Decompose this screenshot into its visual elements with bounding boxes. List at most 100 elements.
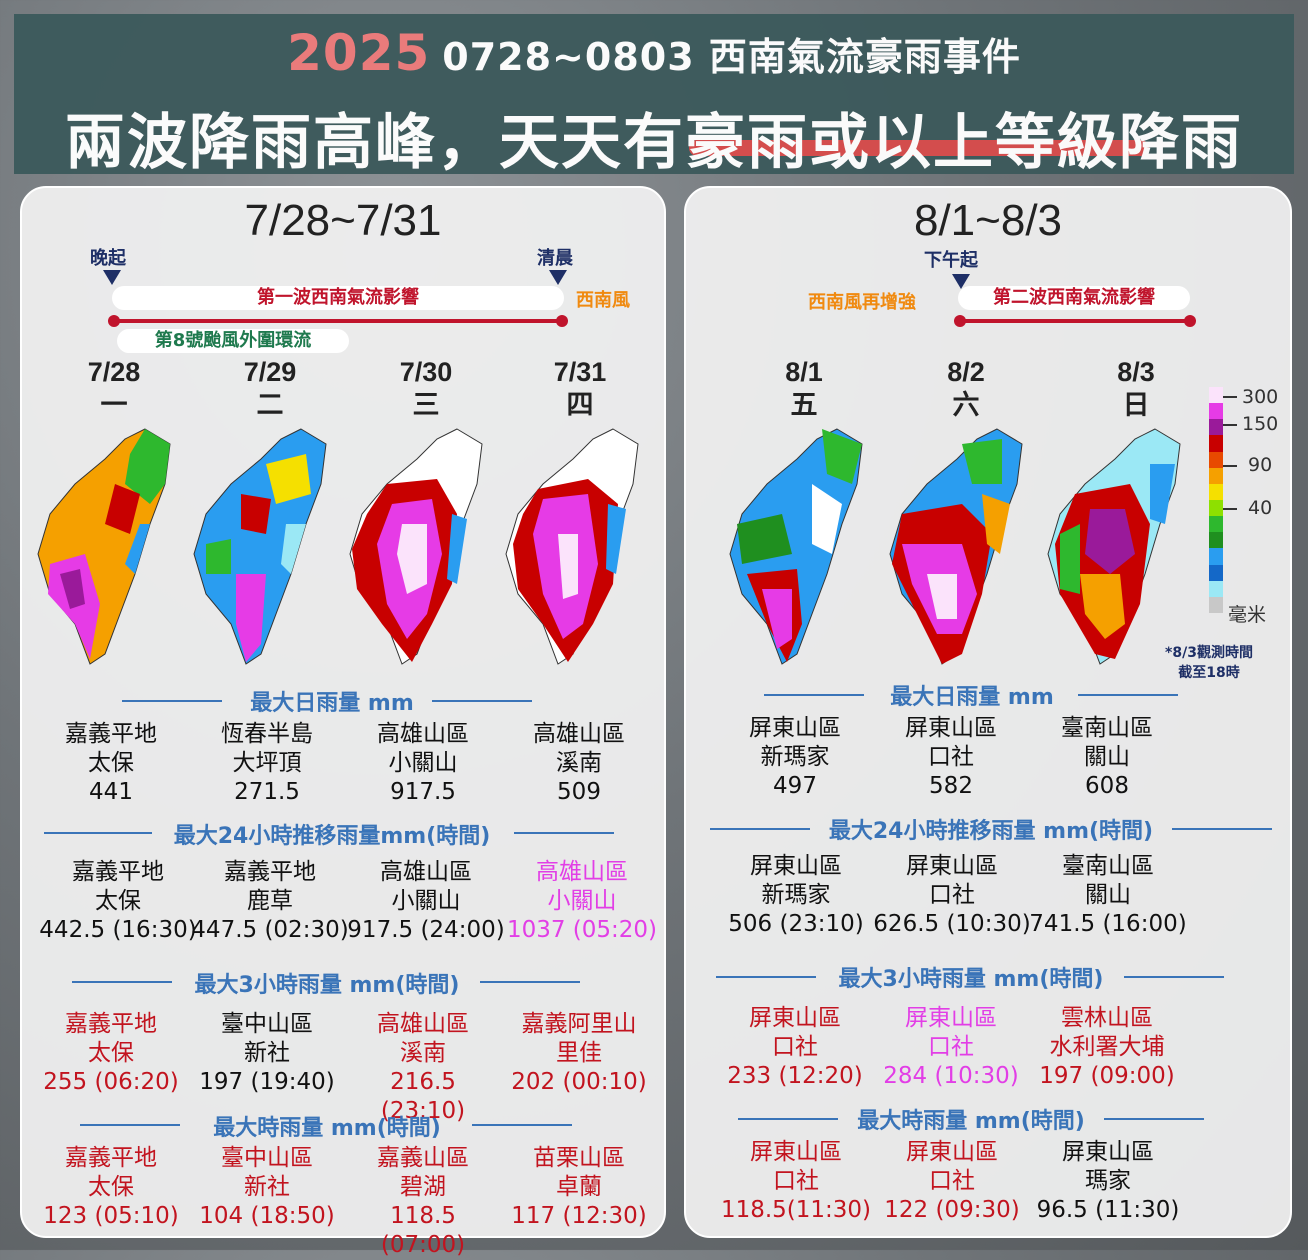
day-weekday: 三: [412, 390, 440, 420]
day-date: 8/3: [1117, 357, 1155, 387]
stat-cell: 苗栗山區 卓蘭 117 (12:30): [504, 1144, 654, 1231]
rain-value: 442.5 (16:30): [39, 917, 197, 943]
region-name: 臺南山區: [1061, 715, 1153, 741]
legend-color-swatch: [1209, 467, 1223, 484]
station-name: 瑪家: [1085, 1168, 1131, 1194]
region-name: 屏東山區: [905, 1005, 997, 1031]
timeline-end-label: 清晨: [537, 248, 573, 269]
day-weekday: 日: [1122, 390, 1150, 420]
day-label-2: 8/3 日: [1076, 356, 1196, 422]
timeline-start-marker: [952, 274, 970, 289]
second-wave-bar: 第二波西南氣流影響: [958, 286, 1190, 310]
wave-timeline: [114, 319, 562, 323]
headline-part-a: 兩波降雨高峰，天天有: [65, 108, 685, 178]
section-rule-left: [710, 828, 810, 830]
first-wave-bar: 第一波西南氣流影響: [112, 286, 564, 310]
station-name: 口社: [773, 1168, 819, 1194]
region-name: 臺中山區: [221, 1011, 313, 1037]
day-weekday: 二: [256, 390, 284, 420]
section-title: 最大日雨量 mm: [890, 685, 1054, 710]
timeline-start-label: 下午起: [924, 250, 978, 271]
day-date: 7/31: [553, 357, 607, 387]
section-rule-left: [122, 700, 222, 702]
event-name: 0728~0803 西南氣流豪雨事件: [442, 35, 1021, 79]
wind-strengthen-label: 西南風再增強: [808, 292, 916, 313]
legend-color-swatch: [1209, 548, 1223, 565]
station-name: 卓蘭: [556, 1174, 602, 1200]
section-title: 最大3小時雨量 mm(時間): [194, 973, 460, 998]
section-rule-right: [472, 1124, 572, 1126]
station-name: 太保: [88, 1040, 134, 1066]
day-weekday: 一: [100, 390, 128, 420]
rainfall-map-0730: [349, 428, 483, 665]
stat-cell: 屏東山區 口社 626.5 (10:30): [870, 852, 1034, 939]
legend-color-swatch: [1209, 419, 1223, 436]
section-rule-right: [1104, 1118, 1204, 1120]
region-name: 嘉義平地: [65, 1145, 157, 1171]
station-name: 新社: [244, 1174, 290, 1200]
region-name: 嘉義平地: [65, 721, 157, 747]
station-name: 太保: [95, 888, 141, 914]
legend-color-swatch: [1209, 499, 1223, 517]
section-title: 最大日雨量 mm: [250, 691, 414, 716]
region-name: 嘉義山區: [377, 1145, 469, 1171]
legend-color-swatch: [1209, 596, 1223, 613]
station-name: 口社: [928, 1034, 974, 1060]
panel-title: 7/28~7/31: [244, 196, 442, 245]
station-name: 鹿草: [247, 888, 293, 914]
day-date: 7/28: [87, 357, 141, 387]
rain-value: 118.5 (07:00): [380, 1203, 466, 1258]
stat-cell: 屏東山區 口社 118.5(11:30): [714, 1138, 878, 1225]
region-name: 高雄山區: [380, 859, 472, 885]
region-name: 恆春半島: [221, 721, 313, 747]
stat-cell: 嘉義山區 碧湖 118.5 (07:00): [348, 1144, 498, 1260]
day-label-3: 7/31 四: [520, 356, 640, 422]
section-rule-left: [716, 976, 816, 978]
region-name: 嘉義平地: [65, 1011, 157, 1037]
rain-value: 216.5 (23:10): [380, 1069, 466, 1124]
observation-note: *8/3觀測時間 截至18時: [1154, 642, 1264, 682]
legend-tick-150: 150: [1242, 413, 1279, 435]
region-name: 屏東山區: [750, 1139, 842, 1165]
stat-cell: 嘉義平地 太保 255 (06:20): [36, 1010, 186, 1097]
typhoon-bar: 第8號颱風外圍環流: [117, 329, 349, 353]
legend-tick-mark: [1223, 508, 1237, 510]
rain-value: 233 (12:20): [727, 1063, 863, 1089]
rain-value: 441: [89, 779, 133, 805]
rain-value: 118.5(11:30): [720, 1197, 872, 1223]
stat-cell: 屏東山區 口社 582: [876, 714, 1026, 801]
station-name: 溪南: [556, 750, 602, 776]
section-rule-right: [1078, 694, 1178, 696]
stat-cell: 高雄山區 溪南 509: [504, 720, 654, 807]
region-name: 屏東山區: [905, 715, 997, 741]
header-banner: 2025 0728~0803 西南氣流豪雨事件 兩波降雨高峰，天天有豪雨或以上等級…: [14, 14, 1294, 178]
legend-tick-mark: [1223, 465, 1237, 467]
day-weekday: 六: [952, 390, 980, 420]
station-name: 口社: [929, 882, 975, 908]
legend-color-swatch: [1209, 532, 1223, 549]
region-name: 苗栗山區: [533, 1145, 625, 1171]
day-date: 8/2: [947, 357, 985, 387]
station-name: 口社: [929, 1168, 975, 1194]
station-name: 關山: [1084, 744, 1130, 770]
headline-highlight: [689, 140, 1149, 156]
section-rule-right: [1124, 976, 1224, 978]
legend-tick-mark: [1223, 396, 1237, 398]
stat-cell: 屏東山區 口社 122 (09:30): [870, 1138, 1034, 1225]
region-name: 雲林山區: [1061, 1005, 1153, 1031]
panel-first-wave: 7/28~7/31 晚起 清晨 第一波西南氣流影響 西南風 第8號颱風外圍環流 …: [20, 186, 666, 1258]
region-name: 嘉義平地: [224, 859, 316, 885]
section-rule-right: [1172, 828, 1272, 830]
wave-timeline-start-dot: [108, 315, 120, 327]
legend-color-swatch: [1209, 435, 1223, 452]
stat-cell: 嘉義阿里山 里佳 202 (00:10): [504, 1010, 654, 1097]
rainfall-map-0801: [729, 428, 863, 665]
headline-part-b: 豪雨或以上等級降雨: [685, 108, 1243, 178]
wave-timeline: [960, 319, 1190, 323]
day-label-1: 8/2 六: [906, 356, 1026, 422]
stat-cell: 屏東山區 口社 233 (12:20): [720, 1004, 870, 1091]
day-date: 7/30: [399, 357, 453, 387]
rain-value: 447.5 (02:30): [191, 917, 349, 943]
panel-second-wave: 8/1~8/3 下午起 西南風再增強 第二波西南氣流影響 8/1 五 8/2 六…: [684, 186, 1292, 1238]
legend-color-swatch: [1209, 451, 1223, 468]
